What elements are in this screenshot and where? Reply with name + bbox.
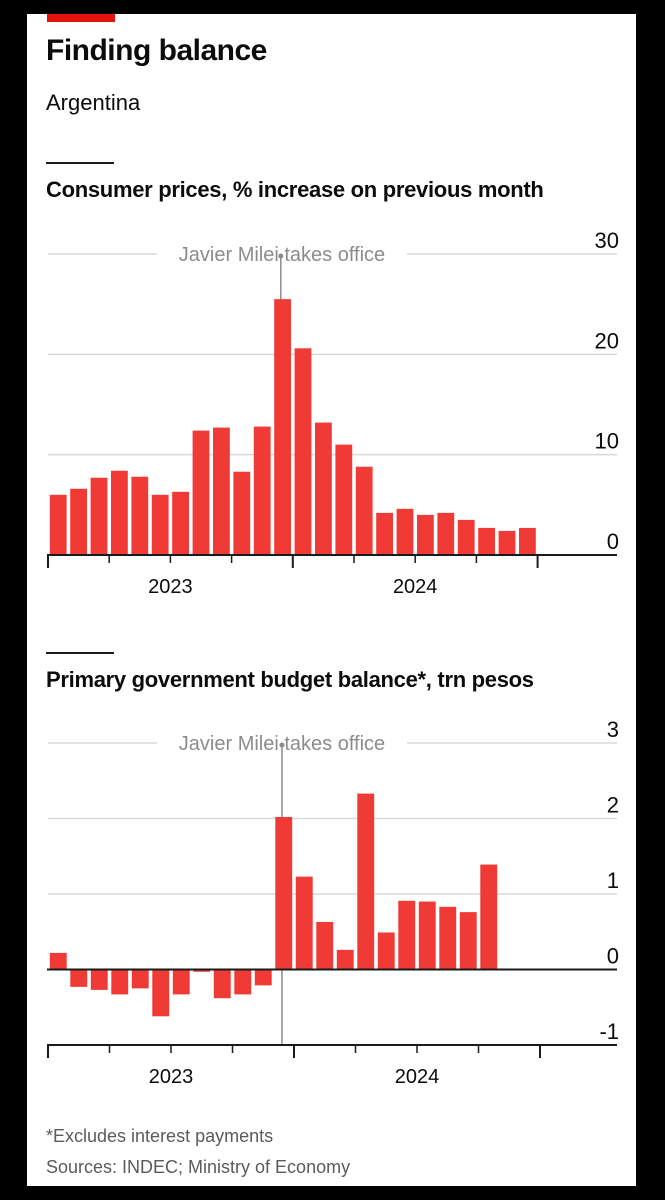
chart1-bar (355, 466, 373, 555)
chart1-y-tick-label: 10 (595, 429, 619, 454)
chart2-y-tick-label: 0 (607, 944, 619, 969)
chart1-bar (172, 491, 189, 555)
chart2-bar (336, 949, 354, 970)
chart2-bar (275, 816, 293, 970)
chart1-y-tick-label: 30 (595, 228, 619, 253)
chart1-bar (233, 471, 251, 555)
chart1-annotation: Javier Milei takes office (179, 244, 385, 266)
chart2-bar (213, 969, 231, 999)
chart1-title: Consumer prices, % increase on previous … (46, 177, 544, 202)
chart1-y-tick-label: 0 (607, 529, 619, 554)
chart1-bar (417, 514, 434, 555)
chart2-y-tick-label: 2 (607, 793, 619, 818)
chart1-bar (131, 476, 149, 555)
chart1-bar (376, 512, 393, 555)
chart2-bar (70, 969, 88, 987)
chart2-x-label: 2023 (149, 1066, 194, 1088)
chart1-bar (274, 299, 291, 555)
chart1-title-rule (46, 162, 114, 164)
chart1-bar (396, 508, 414, 555)
chart2-milei-marker-dot (279, 742, 285, 748)
chart2-bar (111, 969, 129, 995)
sources: Sources: INDEC; Ministry of Economy (46, 1157, 351, 1177)
chart2-bar (193, 969, 211, 972)
chart2-annotation: Javier Milei takes office (179, 733, 385, 755)
chart1-bar (478, 527, 495, 555)
chart1-bar (192, 430, 210, 555)
chart2-bar (172, 969, 190, 995)
chart1-bar (151, 494, 169, 555)
chart2-bar (398, 900, 416, 970)
chart1-bar (253, 426, 271, 555)
chart1-bar (335, 444, 353, 555)
chart1-bar (457, 519, 475, 555)
chart2-bar (480, 864, 498, 970)
chart1-bar (294, 348, 312, 555)
chart2-title: Primary government budget balance*, trn … (46, 667, 534, 692)
chart-card: Finding balance Argentina Consumer price… (27, 14, 636, 1186)
chart1-bar (437, 512, 455, 555)
chart2-bar (254, 969, 272, 986)
chart2-bar (357, 793, 375, 970)
chart2-bar (439, 906, 457, 970)
chart2-y-tick-label: 1 (607, 868, 619, 893)
chart1-x-label: 2024 (393, 576, 438, 598)
chart1-bar (315, 422, 332, 555)
chart2-bar (295, 876, 313, 970)
chart1-bar (90, 477, 108, 555)
chart2-y-tick-label: 3 (607, 717, 619, 742)
chart1-milei-marker-dot (278, 253, 284, 259)
consumer-prices-chart: 0 10 20 30 Javier Milei takes office 2023 2024 (47, 228, 619, 598)
chart2-bar (316, 921, 334, 970)
notes: *Excludes interest payments Sources: IND… (46, 1121, 350, 1183)
chart2-bar (152, 969, 170, 1017)
brand-red-bar (47, 14, 115, 22)
figure-title: Finding balance (46, 34, 267, 67)
chart1-bar (213, 427, 230, 555)
chart1-bar (49, 494, 67, 555)
chart2-bar (234, 969, 252, 995)
figure-subtitle: Argentina (46, 90, 141, 115)
chart2-y-tick-label: -1 (599, 1019, 619, 1044)
chart2-bar (459, 912, 477, 970)
chart2-bar (49, 952, 67, 970)
chart1-bar (111, 470, 128, 555)
chart1-bar (519, 527, 536, 555)
chart1-bar (70, 488, 87, 555)
chart2-bar (418, 901, 436, 970)
chart1-x-label: 2023 (148, 576, 193, 598)
budget-balance-chart: -1 0 1 2 3 Javier Milei takes office 2023 2024 (47, 717, 619, 1088)
chart2-bar (377, 932, 395, 970)
chart1-y-tick-label: 20 (595, 328, 619, 353)
chart2-bar (90, 969, 108, 990)
chart2-bar (131, 969, 149, 989)
chart2-x-label: 2024 (395, 1066, 440, 1088)
chart2-title-rule (46, 652, 114, 654)
footnote: *Excludes interest payments (46, 1126, 274, 1146)
chart1-bar (498, 530, 516, 555)
